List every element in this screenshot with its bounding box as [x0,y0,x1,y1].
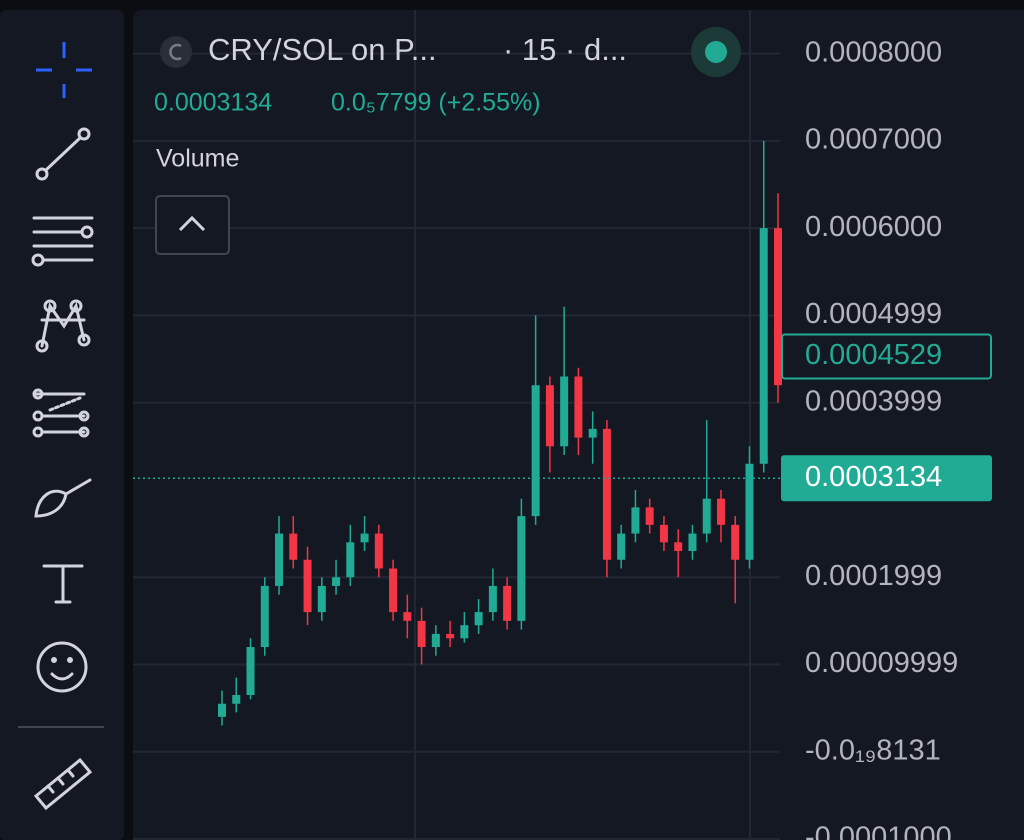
candle-body [688,533,697,552]
candle-body [503,585,512,621]
candle-body [617,533,626,560]
highlight-price-label: 0.0004529 [805,339,942,371]
candle-body [488,585,497,613]
candle-body [731,524,740,560]
candle-body [360,533,369,543]
y-tick-label: 0.0008000 [805,36,942,68]
candles [218,140,782,726]
symbol-icon-letter [169,43,182,61]
candle-body [759,228,768,464]
candle-body [531,385,540,517]
candle-body [545,385,554,447]
collapse-button[interactable] [155,195,230,255]
candle-body [346,542,355,578]
status-dot[interactable] [705,41,727,63]
interval[interactable]: · 15 · d... [503,32,627,67]
candle-body [403,612,412,621]
ruler-tool[interactable] [33,757,93,811]
candle-body [674,542,683,552]
symbol-title[interactable]: CRY/SOL on P... [208,32,437,67]
candle-body [602,428,611,560]
candle-body [332,577,341,586]
grid: 0.0008000 0.0007000 0.0006000 0.0004999 0.00… [133,36,958,840]
candle-body [745,463,754,560]
candle-body [460,625,469,639]
candle-body [560,376,569,447]
candle-body [374,533,383,569]
overlay: 0.0003134 0.0004529 [133,333,992,502]
text-tool[interactable] [42,564,84,604]
header-price: 0.0003134 [154,89,272,117]
candle-body [303,559,312,613]
trend-line-tool[interactable] [35,127,91,181]
y-tick-label: 0.0003999 [805,385,942,417]
toolbar [0,10,124,840]
candle-body [289,533,298,560]
candle-body [474,612,483,626]
candle-body [446,633,455,639]
candle-body [260,585,269,648]
candle-body [517,516,526,621]
candle-body [716,498,725,525]
fib-tool[interactable] [31,216,94,267]
prediction-tool[interactable] [32,388,90,438]
y-tick-label: 0.0006000 [805,211,942,243]
candle-body [246,647,255,696]
candle-body [275,533,284,586]
pattern-tool[interactable] [35,299,91,353]
last-price-tag [781,455,992,502]
candle-body [774,228,782,386]
candle-body [588,428,597,438]
candle-body [417,620,426,648]
y-tick-label: -0.0₁₉8131 [805,734,941,766]
candle-body [631,507,640,534]
y-tick-label: 0.0007000 [805,124,942,156]
pane-label: Volume [156,145,239,173]
brush-tool[interactable] [34,478,92,518]
y-tick-label: 0.0004999 [805,298,942,330]
emoji-tool[interactable] [36,641,88,693]
candle-body [389,568,398,613]
y-tick-label: 0.00009999 [805,647,958,679]
candle-body [317,585,326,613]
candle-body [645,507,654,525]
candle-body [431,633,440,648]
candle-body [232,695,241,704]
last-price-label: 0.0003134 [805,461,942,493]
highlight-price-tag [781,333,992,380]
header-change: 0.0₅7799 (+2.55%) [331,89,541,117]
collapse-chevron [178,215,206,232]
y-tick-label: -0.0001000 [805,822,952,840]
candle-body [702,498,711,534]
candle-body [218,703,226,717]
symbol-icon [160,36,192,68]
candle-body [574,376,583,438]
y-tick-label: 0.0001999 [805,560,942,592]
candle-body [659,524,668,543]
crosshair-tool[interactable] [36,42,92,98]
